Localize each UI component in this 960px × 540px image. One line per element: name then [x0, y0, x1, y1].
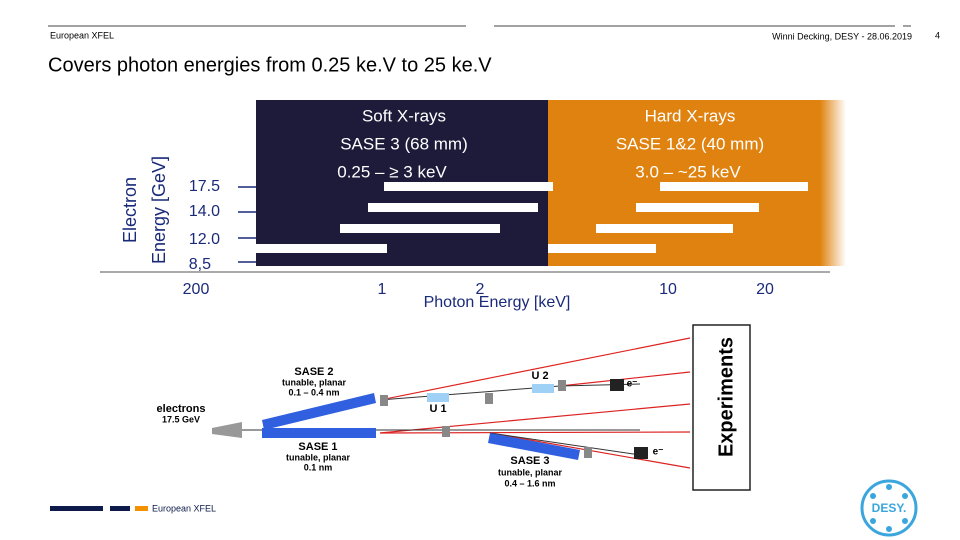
u1-label: U 1 [429, 403, 446, 415]
soft-label: SASE 3 (68 mm) [340, 134, 468, 153]
u1 [427, 393, 449, 402]
e-label: e⁻ [653, 447, 664, 458]
sase3-label: SASE 3 [510, 455, 549, 467]
e-label: e⁻ [627, 379, 638, 390]
page-number: 4 [935, 30, 940, 40]
soft-label: 0.25 – ≥ 3 keV [337, 162, 447, 181]
dump [634, 447, 648, 459]
sase3-label: tunable, planar [498, 467, 563, 477]
sase2-undulator [262, 393, 376, 430]
y-label: 17.5 [189, 178, 220, 195]
y-label: 8,5 [189, 256, 211, 273]
y-axis-label: Electron [120, 177, 140, 243]
footer-bar [110, 506, 130, 511]
x-label: 200 [183, 281, 210, 298]
sase1-label: tunable, planar [286, 452, 351, 462]
desy-text: DESY. [872, 501, 907, 515]
y-label: 14.0 [189, 203, 220, 220]
footer-logo-text: European XFEL [152, 503, 216, 513]
sase3-undulator [488, 433, 580, 460]
x-label: 2 [476, 281, 485, 298]
sase1-label: 0.1 nm [304, 462, 333, 472]
u2 [532, 384, 554, 393]
sase2-label: tunable, planar [282, 377, 347, 387]
hard-label: SASE 1&2 (40 mm) [616, 134, 764, 153]
x-label: 1 [378, 281, 387, 298]
electrons-label: electrons [157, 403, 206, 415]
electrons-label: 17.5 GeV [162, 414, 200, 424]
y-axis-label: Energy [GeV] [149, 156, 169, 264]
slide-title: Covers photon energies from 0.25 ke.V to… [48, 54, 492, 76]
hard-label: 3.0 – ~25 keV [635, 162, 741, 181]
hard-fade [820, 100, 846, 266]
header-left: European XFEL [50, 30, 114, 40]
sase2-label: 0.1 – 0.4 nm [288, 387, 339, 397]
y-label: 12.0 [189, 231, 220, 248]
sase3-label: 0.4 – 1.6 nm [504, 478, 555, 488]
gun [212, 422, 242, 438]
x-label: 20 [756, 281, 774, 298]
hard-label: Hard X-rays [645, 106, 736, 125]
range-bars [256, 182, 808, 253]
header-right: Winni Decking, DESY - 28.06.2019 [772, 31, 912, 41]
sase1-undulator [262, 428, 376, 438]
soft-label: Soft X-rays [362, 106, 446, 125]
sase2-label: SASE 2 [294, 366, 333, 378]
x-label: 10 [659, 281, 677, 298]
layout-figure: Experiments SASE 2 tunable, planar 0.1 –… [157, 324, 751, 491]
footer-bar [50, 506, 103, 511]
x-axis-label: Photon Energy [keV] [424, 294, 571, 311]
footer-bar [135, 506, 148, 511]
experiments-box [692, 324, 751, 491]
sase1-label: SASE 1 [298, 441, 337, 453]
dump [610, 379, 624, 391]
u2-label: U 2 [531, 370, 548, 382]
experiments-label: Experiments [715, 337, 737, 457]
desy-logo: DESY. [860, 479, 918, 537]
energy-figure: Soft X-rays SASE 3 (68 mm) 0.25 – ≥ 3 ke… [100, 100, 846, 311]
